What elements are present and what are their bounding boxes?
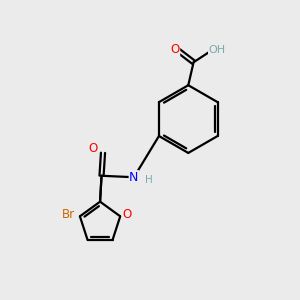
Text: O: O [170,44,180,56]
Text: OH: OH [208,46,226,56]
Text: H: H [145,175,152,184]
Text: N: N [129,171,139,184]
Text: O: O [122,208,131,221]
Text: O: O [88,142,97,155]
Text: Br: Br [62,208,75,221]
